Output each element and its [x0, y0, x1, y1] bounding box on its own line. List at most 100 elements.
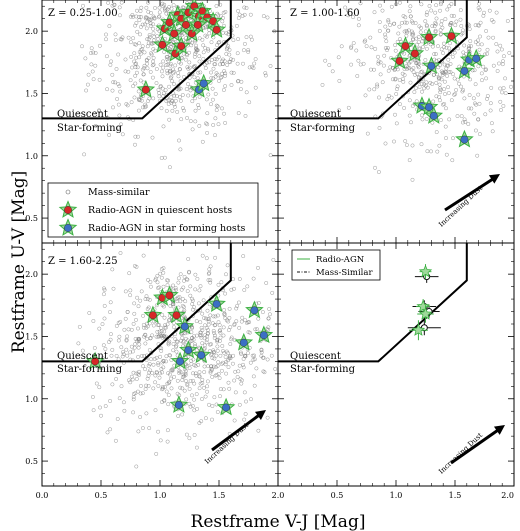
- mass-similar-point: [417, 84, 422, 89]
- mass-similar-point: [383, 32, 388, 37]
- mass-similar-point: [434, 94, 439, 99]
- mass-similar-point: [197, 386, 202, 391]
- mass-similar-point: [218, 328, 223, 332]
- mass-similar-point: [159, 346, 164, 351]
- star-center: [472, 54, 481, 63]
- mass-similar-point: [124, 338, 129, 343]
- mass-similar-point: [223, 9, 228, 14]
- mass-similar-point: [165, 439, 170, 444]
- mass-similar-point: [466, 106, 471, 111]
- mass-similar-point: [182, 278, 186, 283]
- mass-similar-point: [227, 47, 232, 52]
- mass-similar-point: [219, 75, 224, 80]
- mass-similar-point: [462, 43, 467, 48]
- mass-similar-point: [429, 149, 433, 154]
- mass-similar-point: [134, 371, 139, 376]
- x-tick-label: 2.0: [501, 491, 514, 500]
- mass-similar-point: [231, 38, 236, 43]
- mass-similar-point: [473, 128, 478, 133]
- mass-similar-point: [226, 380, 231, 385]
- mass-similar-point: [467, 46, 472, 50]
- mass-similar-point: [151, 22, 156, 27]
- mass-similar-point: [128, 293, 133, 298]
- mass-similar-point: [253, 57, 258, 62]
- mass-similar-point: [378, 60, 383, 65]
- mass-similar-point: [108, 399, 113, 403]
- mass-similar-point: [223, 354, 228, 359]
- mass-similar-point: [199, 419, 204, 424]
- dust-label-br: Increasing Dust: [437, 431, 484, 475]
- mass-similar-point: [237, 325, 242, 330]
- mass-similar-point: [122, 327, 127, 332]
- mass-similar-point: [192, 397, 197, 402]
- mass-similar-point: [423, 19, 428, 24]
- y-tick-label: 1.5: [25, 90, 38, 99]
- mass-similar-point: [197, 123, 202, 128]
- legend-stack-frame: [291, 249, 381, 281]
- mass-similar-point: [349, 45, 354, 50]
- mass-similar-point: [228, 60, 233, 65]
- mass-similar-point: [486, 35, 491, 40]
- mass-similar-point: [189, 358, 193, 363]
- mass-similar-point: [147, 297, 152, 302]
- mass-similar-point: [237, 277, 242, 281]
- mass-similar-point: [448, 62, 453, 66]
- mass-similar-point: [461, 28, 465, 33]
- mass-similar-point: [240, 13, 245, 18]
- mass-similar-point: [147, 370, 152, 375]
- mass-similar-point: [231, 70, 236, 75]
- mass-similar-point: [429, 8, 434, 13]
- mass-similar-point: [132, 95, 137, 100]
- mass-similar-point: [394, 121, 399, 126]
- mass-similar-point: [151, 386, 156, 391]
- mass-similar-point: [376, 170, 381, 174]
- mass-similar-point: [402, 51, 407, 56]
- mass-similar-point: [481, 64, 486, 69]
- mass-similar-point: [161, 124, 166, 129]
- mass-similar-point: [200, 328, 205, 333]
- mass-similar-point: [439, 47, 444, 52]
- mass-similar-point: [216, 13, 221, 18]
- mass-similar-point: [444, 106, 448, 111]
- mass-similar-point: [438, 32, 443, 37]
- mass-similar-point: [138, 298, 143, 303]
- mass-similar-point: [178, 370, 183, 374]
- mass-similar-point: [245, 284, 250, 289]
- mass-similar-point: [197, 374, 202, 378]
- mass-similar-point: [214, 108, 219, 113]
- mass-similar-point: [180, 93, 185, 97]
- quiescent-boundary: [278, 243, 468, 363]
- mass-similar-point: [437, 76, 442, 81]
- mass-similar-point: [244, 35, 249, 40]
- mass-similar-point: [146, 37, 151, 42]
- mass-similar-point: [212, 62, 217, 67]
- mass-similar-point: [104, 54, 109, 59]
- mass-similar-point: [413, 86, 418, 91]
- mass-similar-point: [407, 98, 412, 103]
- mass-similar-point: [227, 386, 232, 391]
- mass-similar-point: [236, 78, 241, 83]
- mass-similar-point: [161, 359, 166, 364]
- mass-similar-point: [218, 75, 223, 80]
- mass-similar-point: [222, 311, 227, 316]
- mass-similar-point: [89, 62, 94, 67]
- mass-similar-point: [147, 321, 152, 326]
- mass-similar-point: [114, 67, 119, 71]
- mass-similar-point: [139, 5, 144, 10]
- mass-similar-point: [110, 88, 115, 93]
- mass-similar-point: [459, 114, 464, 119]
- mass-similar-point: [102, 316, 107, 321]
- mass-similar-point: [186, 93, 191, 98]
- mass-similar-point: [423, 58, 428, 62]
- mass-similar-point: [346, 105, 351, 110]
- mass-similar-point: [372, 10, 377, 15]
- mass-similar-point: [134, 55, 139, 60]
- mass-similar-point: [208, 280, 213, 285]
- mass-similar-point: [165, 7, 170, 12]
- mass-similar-point: [161, 65, 166, 70]
- mass-similar-point: [206, 364, 210, 369]
- mass-similar-point: [447, 41, 452, 46]
- mass-similar-point: [148, 23, 153, 28]
- mass-similar-point: [171, 304, 176, 309]
- mass-similar-point: [136, 134, 140, 139]
